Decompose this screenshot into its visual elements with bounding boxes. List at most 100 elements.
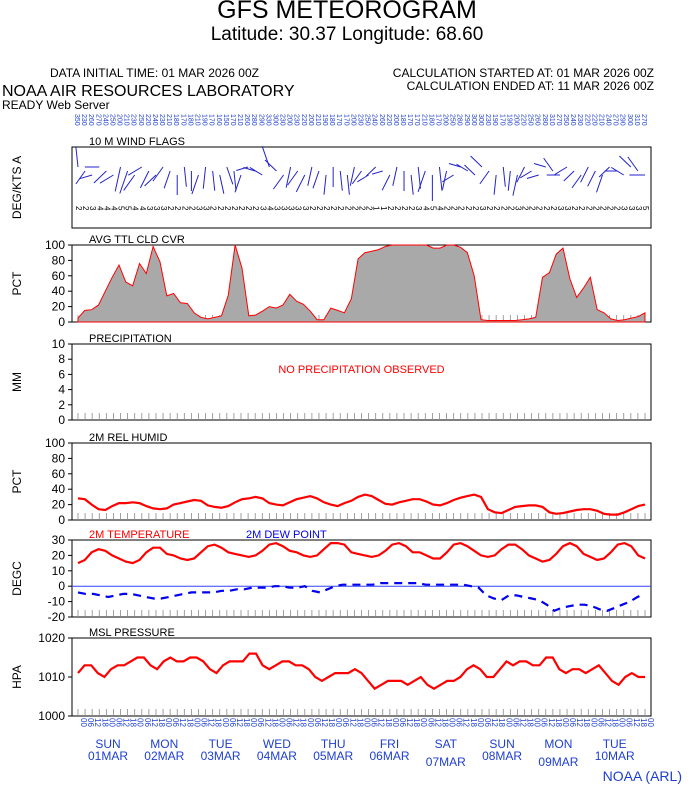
wind-direction-label: 210 <box>123 114 130 126</box>
wind-speed-label: 2 <box>166 206 175 211</box>
y-tick-label: 20 <box>52 498 66 512</box>
wind-speed-label: 2 <box>492 206 501 211</box>
hour-label: 12 <box>93 718 102 727</box>
wind-speed-label: 2 <box>542 206 551 211</box>
hour-label: 18 <box>497 718 506 727</box>
wind-speed-label: 4 <box>109 206 118 211</box>
hour-label: 00 <box>646 718 655 727</box>
wind-speed-label: 4 <box>421 206 430 211</box>
wind-barb <box>312 170 320 189</box>
wind-speed-label: 4 <box>102 206 111 211</box>
hour-label: 00 <box>79 718 88 727</box>
wind-direction-label: 230 <box>158 114 165 126</box>
y-axis-label: MM <box>10 372 24 392</box>
wind-speed-label: 3 <box>478 206 487 211</box>
wind-direction-label: 170 <box>434 114 441 126</box>
wind-barb <box>285 166 292 188</box>
wind-speed-label: 2 <box>237 206 246 211</box>
wind-direction-label: 210 <box>597 114 604 126</box>
wind-direction-label: 220 <box>590 114 597 126</box>
wind-direction-label: 230 <box>576 114 583 126</box>
y-tick-label: 4 <box>58 383 65 397</box>
wind-direction-label: 300 <box>271 114 278 126</box>
hour-label: 12 <box>377 718 386 727</box>
wind-speed-label: 2 <box>528 206 537 211</box>
hour-label: 18 <box>185 718 194 727</box>
calculation-ended: CALCULATION ENDED AT: 11 MAR 2026 00Z <box>406 79 654 93</box>
day-weekday-label: SAT <box>435 737 458 751</box>
wind-speed-label: 2 <box>315 206 324 211</box>
panel-frame <box>71 539 652 618</box>
data-initial-time: DATA INITIAL TIME: 01 MAR 2026 00Z <box>50 66 259 80</box>
wind-barb <box>543 157 554 172</box>
wind-speed-label: 2 <box>471 206 480 211</box>
wind-direction-label: 240 <box>605 114 612 126</box>
hour-label: 18 <box>440 718 449 727</box>
wind-speed-label: 3 <box>272 206 281 211</box>
wind-barb <box>75 170 86 185</box>
wind-barb <box>619 155 632 168</box>
wind-direction-label: 250 <box>108 114 115 126</box>
wind-barb <box>351 170 362 185</box>
wind-direction-label: 200 <box>392 114 399 126</box>
hour-label: 00 <box>221 718 230 727</box>
wind-barb <box>598 166 610 178</box>
wind-direction-label: 150 <box>222 114 229 126</box>
wind-barb <box>236 166 249 171</box>
wind-speed-label: 2 <box>308 206 317 211</box>
y-tick-label: 30 <box>52 533 66 547</box>
wind-direction-label: 280 <box>250 114 257 126</box>
wind-barb <box>456 163 469 172</box>
day-weekday-label: TUE <box>209 737 233 751</box>
hour-label: 12 <box>235 718 244 727</box>
wind-barb <box>516 166 525 183</box>
hour-label: 12 <box>490 718 499 727</box>
wind-barb <box>381 174 391 191</box>
series-line <box>77 493 646 516</box>
hour-label: 12 <box>122 718 131 727</box>
hour-label: 06 <box>370 718 379 727</box>
hour-label: 12 <box>575 718 584 727</box>
wind-barb <box>152 166 164 182</box>
wind-barb <box>212 170 216 191</box>
wind-direction-label: 230 <box>80 114 87 126</box>
wind-barb <box>563 170 575 182</box>
wind-direction-label: 210 <box>314 114 321 126</box>
wind-barb <box>234 174 242 193</box>
series-line <box>77 652 645 691</box>
y-tick-label: 6 <box>58 367 65 381</box>
day-weekday-label: WED <box>263 737 291 751</box>
hour-label: 06 <box>341 718 350 727</box>
wind-direction-label: 190 <box>321 114 328 126</box>
footer-credit: NOAA (ARL) <box>602 768 682 784</box>
wind-direction-label: 250 <box>137 114 144 126</box>
hour-label: 06 <box>540 718 549 727</box>
wind-direction-label: 310 <box>633 114 640 126</box>
wind-barb <box>93 170 107 184</box>
y-tick-label: 0 <box>58 315 65 329</box>
y-tick-label: 20 <box>52 548 66 562</box>
wind-direction-label: 330 <box>264 114 271 126</box>
panel-title: PRECIPITATION <box>89 333 172 345</box>
day-weekday-label: MON <box>544 737 572 751</box>
hour-label: 18 <box>639 718 648 727</box>
wind-barb <box>123 174 136 191</box>
hour-label: 06 <box>483 718 492 727</box>
hour-label: 06 <box>313 718 322 727</box>
wind-barb <box>580 166 589 183</box>
cloud-cover-area <box>77 244 646 323</box>
day-date-label: 02MAR <box>144 749 184 763</box>
wind-direction-label: 300 <box>477 114 484 126</box>
y-tick-label: 100 <box>45 238 65 252</box>
hour-label: 00 <box>164 718 173 727</box>
wind-barb <box>163 170 171 189</box>
wind-barb <box>261 146 270 168</box>
wind-barb <box>365 166 377 177</box>
hour-label: 00 <box>306 718 315 727</box>
wind-speed-label: 2 <box>591 206 600 211</box>
wind-direction-label: 200 <box>442 114 449 126</box>
wind-barb <box>371 170 383 175</box>
day-date-label: 05MAR <box>313 749 353 763</box>
hour-label: 06 <box>596 718 605 727</box>
